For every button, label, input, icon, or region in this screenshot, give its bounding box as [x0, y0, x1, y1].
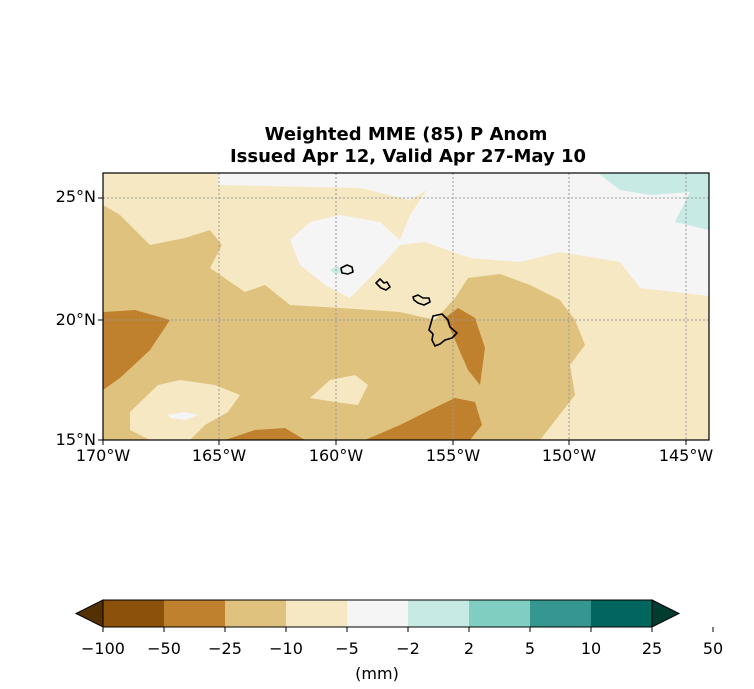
- colorbar-frame: [102, 599, 653, 628]
- lon-tick-label: 145°W: [659, 446, 714, 465]
- island-maui-outline: [412, 294, 431, 306]
- map-axis-ticks: [98, 197, 687, 445]
- colorbar-extend-high: [651, 599, 681, 628]
- lon-tick-label: 150°W: [542, 446, 597, 465]
- colorbar-tick-label: −25: [208, 639, 242, 658]
- anomaly-region-near-normal-dot: [168, 412, 198, 420]
- lat-tick-label: 20°N: [56, 310, 96, 329]
- anomaly-region-tan: [103, 205, 585, 440]
- colorbar-tick-label: 10: [581, 639, 601, 658]
- colorbar-tick-label: −100: [81, 639, 125, 658]
- colorbar-tick-label: −50: [147, 639, 181, 658]
- map-panel: [103, 173, 709, 440]
- anomaly-region-light-teal: [598, 173, 709, 230]
- colorbar-swatch: [103, 600, 165, 627]
- colorbar-swatch: [347, 600, 409, 627]
- colorbar-swatch: [164, 600, 226, 627]
- map-frame: [102, 172, 710, 441]
- anomaly-region-near-normal: [290, 173, 709, 298]
- colorbar-tick-label: 25: [642, 639, 662, 658]
- map-title-line1: Weighted MME (85) P Anom: [265, 124, 548, 145]
- colorbar-tick-label: 2: [464, 639, 474, 658]
- lon-tick-label: 160°W: [309, 446, 364, 465]
- anomaly-region-brown: [225, 428, 305, 440]
- hawaiian-islands: [340, 264, 458, 347]
- colorbar: −100−50−25−10−5−225102550100 (mm): [74, 599, 723, 683]
- colorbar-tick-label: −10: [269, 639, 303, 658]
- anomaly-region-light-pocket: [310, 375, 368, 405]
- colorbar-extend-low: [74, 599, 104, 628]
- island-hawaii-outline: [428, 313, 458, 347]
- lat-tick-label: 15°N: [56, 430, 96, 449]
- anomaly-region-brown: [445, 308, 485, 385]
- colorbar-swatch: [225, 600, 287, 627]
- lat-tick-label: 25°N: [56, 187, 96, 206]
- lon-tick-label: 155°W: [426, 446, 481, 465]
- map-gridlines: [103, 173, 709, 440]
- anomaly-region-near-normal: [218, 173, 440, 200]
- island-kauai-outline: [340, 264, 354, 275]
- colorbar-swatch: [530, 600, 592, 627]
- colorbar-swatch: [286, 600, 348, 627]
- map-title-line2: Issued Apr 12, Valid Apr 27-May 10: [230, 146, 586, 167]
- colorbar-tick-label: 50: [703, 639, 723, 658]
- colorbar-tick-label: −2: [396, 639, 420, 658]
- colorbar-unit-label: (mm): [355, 664, 399, 683]
- colorbar-swatch: [469, 600, 531, 627]
- lon-tick-label: 170°W: [76, 446, 131, 465]
- anomaly-region-brown: [103, 310, 170, 390]
- island-oahu-outline: [375, 278, 391, 291]
- colorbar-swatch: [591, 600, 653, 627]
- colorbar-swatches: [74, 599, 681, 628]
- anomaly-region-light-pocket: [130, 380, 240, 440]
- colorbar-tick-label: 5: [525, 639, 535, 658]
- colorbar-swatch: [408, 600, 470, 627]
- colorbar-ticks: −100−50−25−10−5−225102550100: [81, 627, 723, 658]
- colorbar-tick-label: −5: [335, 639, 359, 658]
- lon-tick-label: 165°W: [192, 446, 247, 465]
